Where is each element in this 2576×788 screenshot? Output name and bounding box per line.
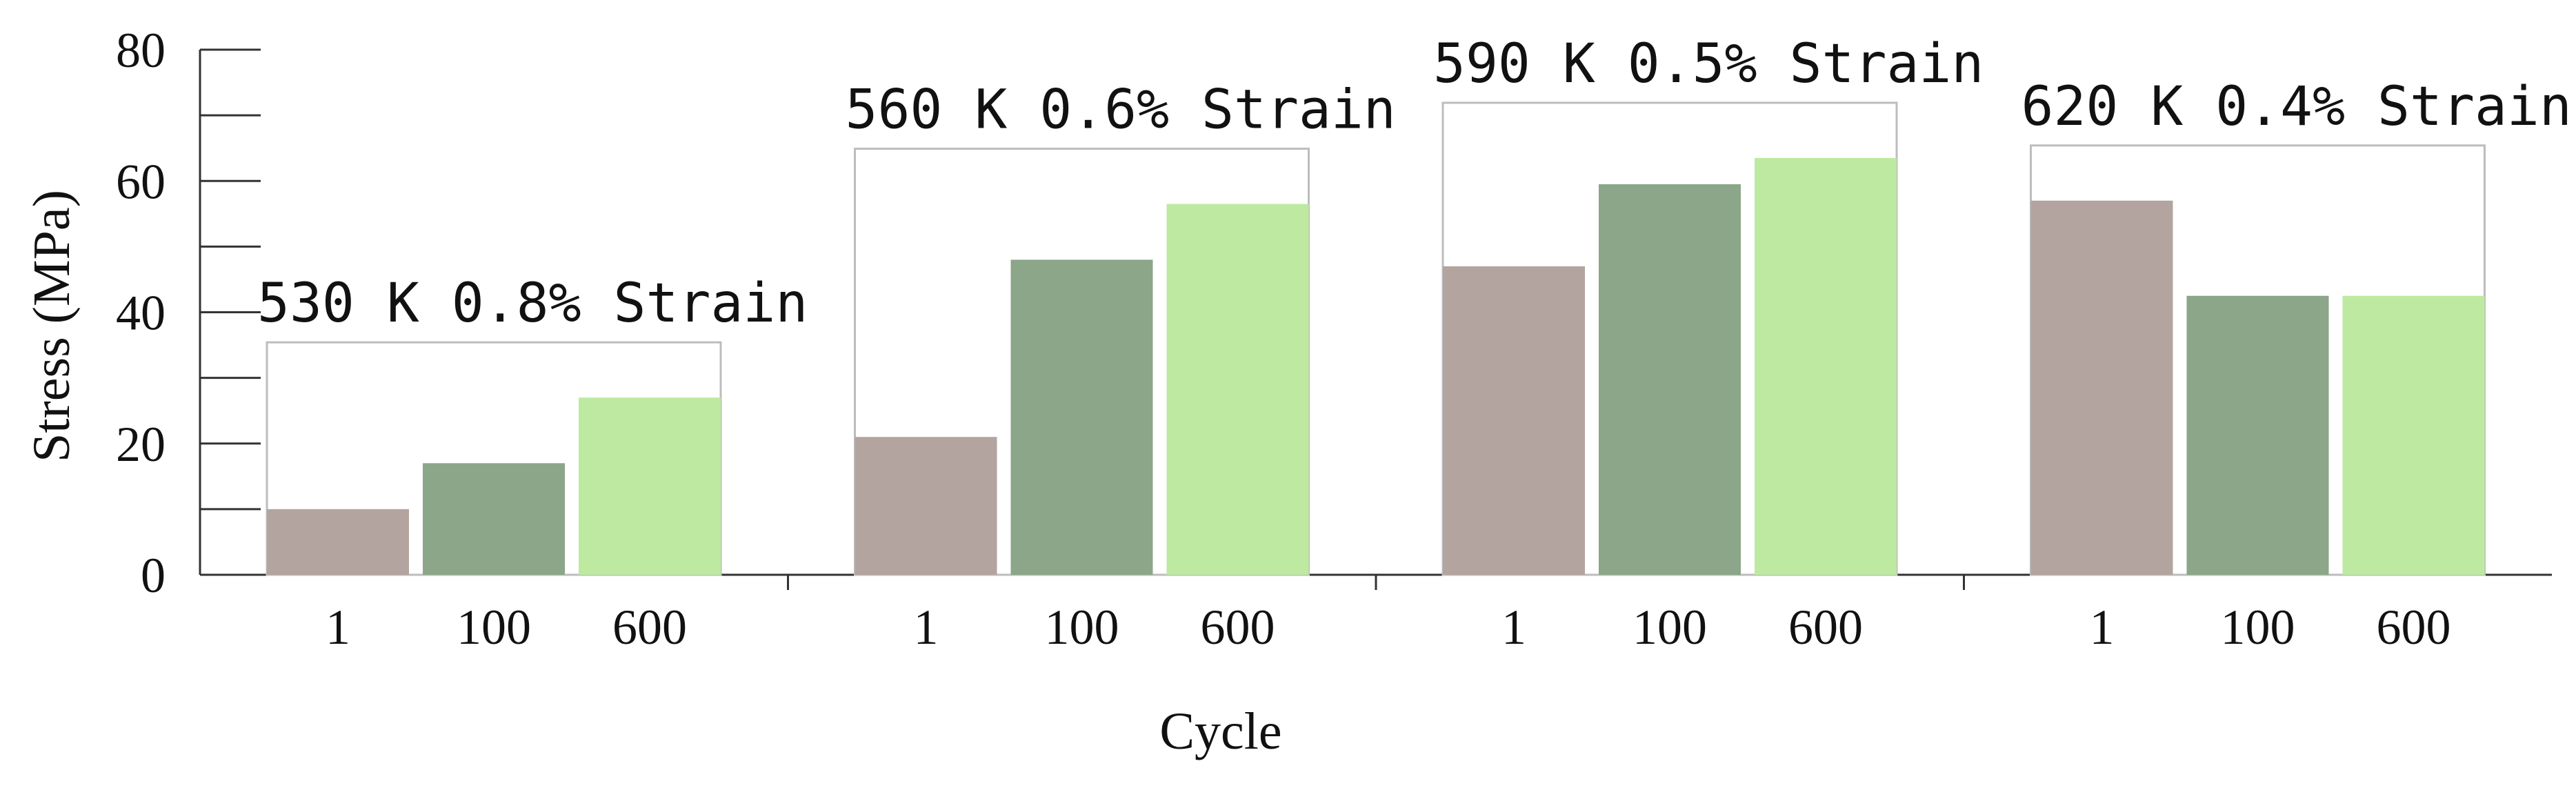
x-tick-label: 600 — [612, 600, 687, 655]
y-axis-title: Stress (MPa) — [23, 190, 81, 462]
bar-cycle-1 — [267, 509, 409, 575]
y-tick-label: 20 — [116, 417, 166, 472]
bar-cycle-1 — [1443, 266, 1585, 575]
group-title: 590 K 0.5% Strain — [1433, 33, 1984, 95]
group-title: 530 K 0.8% Strain — [257, 273, 808, 335]
x-tick-label: 600 — [1201, 600, 1275, 655]
bar-cycle-1 — [855, 437, 997, 575]
y-tick-label: 40 — [116, 286, 166, 341]
bar-cycle-1 — [2030, 200, 2173, 575]
y-tick-label: 0 — [141, 548, 166, 603]
x-tick-label: 1 — [2090, 600, 2115, 655]
x-tick-label: 100 — [1045, 600, 1119, 655]
y-tick-label: 60 — [116, 154, 166, 209]
x-tick-label: 1 — [1501, 600, 1526, 655]
bar-cycle-600 — [2342, 295, 2485, 575]
bar-cycle-100 — [2186, 295, 2329, 575]
x-tick-label: 600 — [1788, 600, 1863, 655]
x-tick-label: 100 — [457, 600, 531, 655]
x-tick-label: 600 — [2377, 600, 2451, 655]
bar-cycle-600 — [579, 397, 721, 575]
bar-cycle-600 — [1166, 204, 1309, 575]
bar-cycle-100 — [1599, 184, 1741, 575]
x-tick-label: 1 — [326, 600, 350, 655]
bar-cycle-100 — [423, 463, 565, 575]
bar-cycle-100 — [1010, 259, 1153, 575]
x-tick-label: 1 — [914, 600, 939, 655]
x-axis-title: Cycle — [1159, 702, 1281, 760]
group-title: 620 K 0.4% Strain — [2021, 76, 2572, 138]
x-tick-label: 100 — [1633, 600, 1707, 655]
y-tick-label: 80 — [116, 23, 166, 78]
bar-cycle-600 — [1755, 157, 1897, 575]
group-title: 560 K 0.6% Strain — [846, 79, 1396, 141]
x-tick-label: 100 — [2221, 600, 2295, 655]
